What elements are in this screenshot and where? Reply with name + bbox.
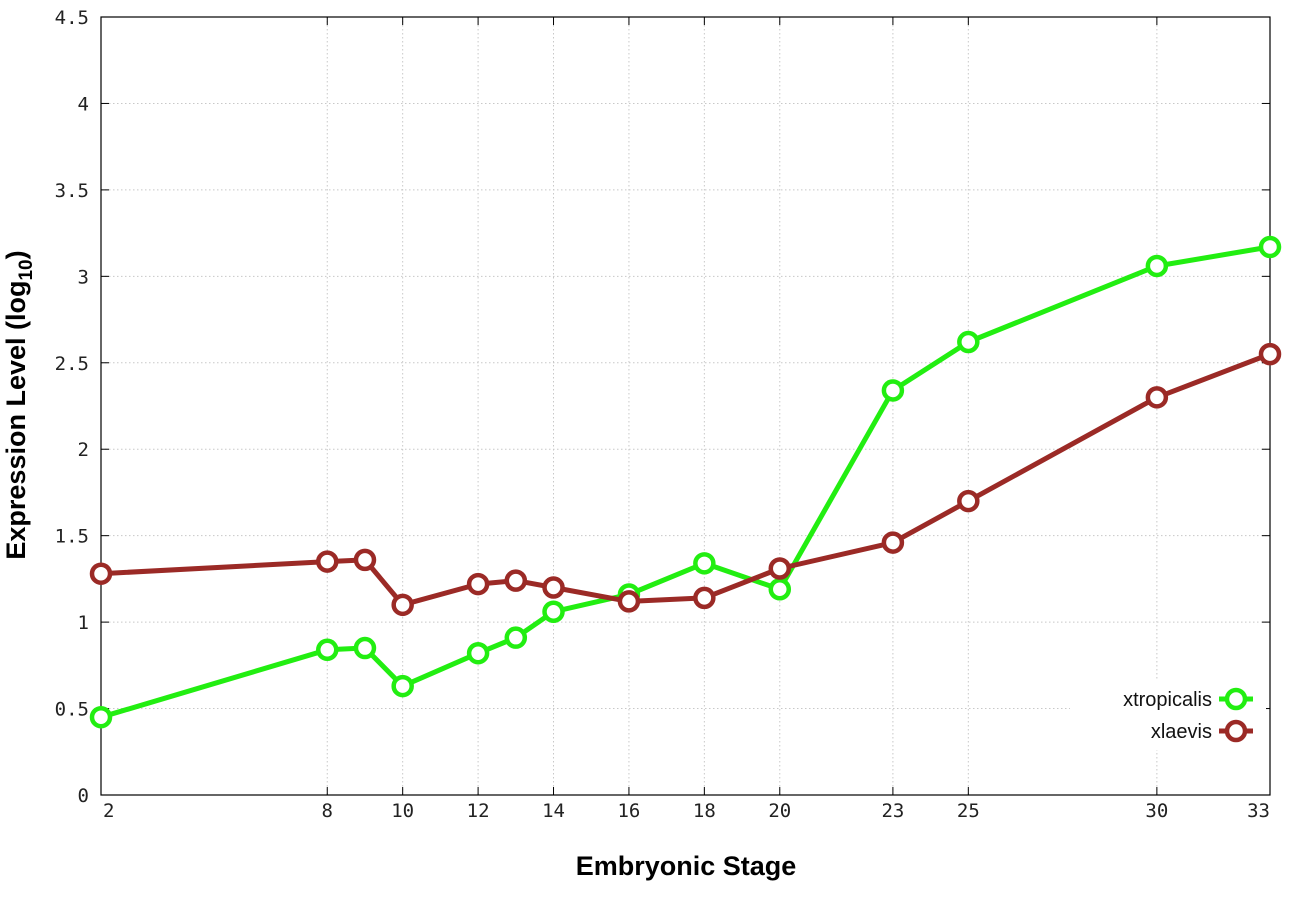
data-point-xlaevis — [693, 586, 716, 610]
legend-label: xlaevis — [1151, 721, 1212, 743]
y-tick-label: 3 — [78, 266, 89, 288]
data-point-xtropicalis — [881, 379, 905, 402]
legend: xtropicalis xlaevis — [1070, 680, 1266, 750]
y-tick-label: 0.5 — [55, 699, 89, 721]
data-point-xtropicalis — [391, 674, 414, 698]
y-tick-label: 4 — [78, 93, 89, 115]
data-point-xlaevis — [391, 593, 414, 617]
x-axis-title: Embryonic Stage — [576, 851, 797, 881]
data-point-xtropicalis — [466, 641, 490, 665]
y-tick-label: 2 — [78, 439, 89, 461]
data-point-xtropicalis — [1145, 254, 1169, 278]
y-tick-label: 1 — [78, 612, 89, 634]
data-point-xlaevis — [542, 576, 565, 599]
legend-swatch-marker — [1224, 719, 1248, 743]
data-point-xlaevis — [316, 550, 339, 573]
data-point-xlaevis — [1258, 342, 1282, 366]
x-tick-label: 2 — [103, 800, 114, 822]
data-point-xtropicalis — [89, 705, 113, 729]
series-line-xtropicalis — [100, 244, 1271, 720]
series-xtropicalis — [89, 235, 1282, 729]
data-point-xlaevis — [504, 569, 528, 592]
data-point-xtropicalis — [542, 600, 565, 623]
data-point-xlaevis — [957, 489, 980, 513]
data-point-xtropicalis — [768, 578, 792, 601]
x-tick-label: 33 — [1247, 800, 1270, 822]
y-axis-title-main: Expression Level (log — [1, 281, 31, 560]
y-axis-title: Expression Level (log10) — [1, 250, 37, 559]
x-tick-label: 8 — [322, 800, 333, 822]
y-tick-label: 1.5 — [55, 526, 89, 548]
data-point-xtropicalis — [693, 552, 716, 575]
x-tick-label: 30 — [1145, 800, 1168, 822]
data-point-xtropicalis — [1258, 235, 1282, 259]
data-point-xlaevis — [353, 548, 377, 572]
y-tick-label: 2.5 — [55, 353, 89, 375]
plot-area-frame — [100, 16, 1271, 796]
y-axis-title-subscript: 10 — [16, 259, 37, 280]
data-point-xlaevis — [1145, 386, 1169, 409]
x-tick-label: 23 — [881, 800, 904, 822]
x-tick-label: 20 — [768, 800, 791, 822]
x-tick-label: 18 — [693, 800, 716, 822]
data-point-xtropicalis — [504, 626, 528, 649]
data-point-xlaevis — [466, 572, 490, 596]
data-point-xtropicalis — [316, 638, 339, 662]
y-tick-label: 3.5 — [55, 180, 89, 202]
data-point-xtropicalis — [957, 330, 980, 354]
data-point-xlaevis — [89, 562, 113, 585]
x-tick-label: 14 — [542, 800, 565, 822]
legend-item-xtropicalis: xtropicalis — [1123, 687, 1253, 711]
data-point-xlaevis — [617, 590, 641, 613]
data-point-xlaevis — [768, 557, 792, 580]
legend-label: xtropicalis — [1123, 689, 1212, 711]
series-line-xlaevis — [100, 351, 1271, 608]
x-tick-label: 10 — [391, 800, 414, 822]
data-point-xlaevis — [881, 531, 905, 554]
series-xlaevis — [89, 342, 1282, 617]
axis-ticks: 0 0.5 1 1.5 2 2.5 3 3.5 4 4.5 2 8 10 12 14 16 18 20 23 25 30… — [55, 7, 1271, 822]
series-group — [89, 235, 1282, 729]
y-tick-label: 4.5 — [55, 7, 89, 29]
x-tick-label: 12 — [467, 800, 490, 822]
data-point-xtropicalis — [353, 636, 377, 660]
x-tick-label: 25 — [957, 800, 980, 822]
x-tick-label: 16 — [617, 800, 640, 822]
grid — [101, 17, 1270, 795]
y-axis-title-suffix: ) — [1, 250, 31, 259]
legend-item-xlaevis: xlaevis — [1151, 719, 1253, 743]
y-tick-label: 0 — [78, 785, 89, 807]
legend-swatch-marker — [1224, 687, 1248, 711]
